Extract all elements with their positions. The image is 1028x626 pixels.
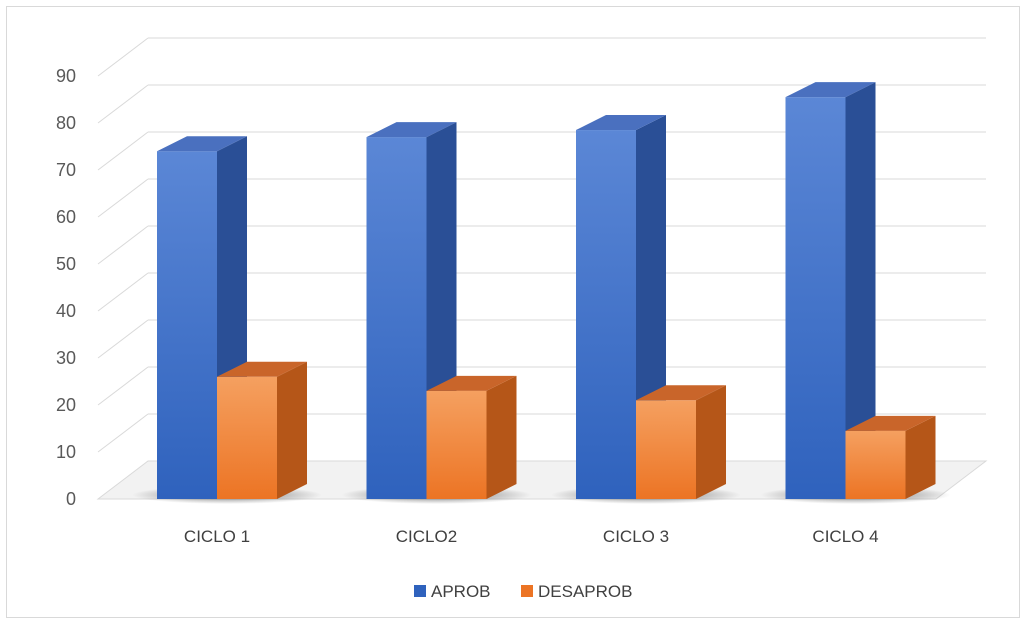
bar-front: [576, 130, 636, 500]
bar-desaprob-3: [636, 385, 726, 499]
legend-label-desaprob: DESAPROB: [538, 582, 632, 601]
bar-side: [845, 82, 876, 500]
bar-top: [636, 385, 726, 401]
y-tick-label: 70: [56, 160, 76, 180]
bar-front: [636, 400, 696, 499]
bars-layer: [132, 82, 951, 504]
bar-top: [426, 375, 517, 391]
bar-top: [785, 82, 876, 98]
gridline-side: [97, 84, 149, 124]
axis-layer: 0 10 20 30 40 50 60 70 80 90: [56, 66, 76, 509]
bar-top: [366, 122, 457, 138]
gridline-side: [97, 413, 149, 453]
y-tick-label: 60: [56, 207, 76, 227]
legend-swatch-aprob: [414, 585, 426, 597]
y-tick-label: 20: [56, 395, 76, 415]
gridline-side: [97, 225, 149, 265]
gridline-side: [97, 319, 149, 359]
legend: APROB DESAPROB: [414, 582, 632, 601]
bar-front: [366, 137, 427, 499]
x-category-label: CICLO 3: [603, 527, 669, 546]
legend-swatch-desaprob: [521, 585, 533, 597]
y-tick-label: 0: [66, 489, 76, 509]
bar-aprob-4: [785, 82, 876, 500]
y-tick-label: 40: [56, 301, 76, 321]
bar-top: [157, 136, 247, 152]
x-category-label: CICLO 4: [812, 527, 878, 546]
y-tick-label: 30: [56, 348, 76, 368]
bar-front: [157, 151, 217, 499]
gridline-side: [97, 131, 149, 171]
bar-side: [486, 375, 517, 499]
bar-side: [905, 415, 936, 499]
bar-side: [277, 361, 307, 499]
bar-side: [696, 385, 726, 499]
bar-top: [576, 115, 666, 131]
bar-desaprob-4: [845, 415, 936, 499]
x-category-label: CICLO2: [396, 527, 457, 546]
gridline-side: [97, 366, 149, 406]
gridline-side: [97, 272, 149, 312]
y-tick-label: 10: [56, 442, 76, 462]
bar-desaprob-1: [217, 361, 307, 499]
bar-top: [845, 415, 936, 431]
bar-front: [217, 376, 277, 499]
gridline-side: [97, 178, 149, 218]
y-tick-label: 80: [56, 113, 76, 133]
y-tick-label: 90: [56, 66, 76, 86]
bar-front: [845, 430, 906, 499]
label-layer: CICLO 1 CICLO2 CICLO 3 CICLO 4: [184, 527, 879, 546]
bar-top: [217, 361, 307, 377]
x-category-label: CICLO 1: [184, 527, 250, 546]
legend-label-aprob: APROB: [431, 582, 491, 601]
bar-aprob-1: [157, 136, 247, 499]
bar-desaprob-2: [426, 375, 517, 499]
bar-front: [785, 97, 846, 500]
bar-front: [426, 390, 487, 499]
gridline-side: [97, 37, 149, 77]
y-tick-label: 50: [56, 254, 76, 274]
